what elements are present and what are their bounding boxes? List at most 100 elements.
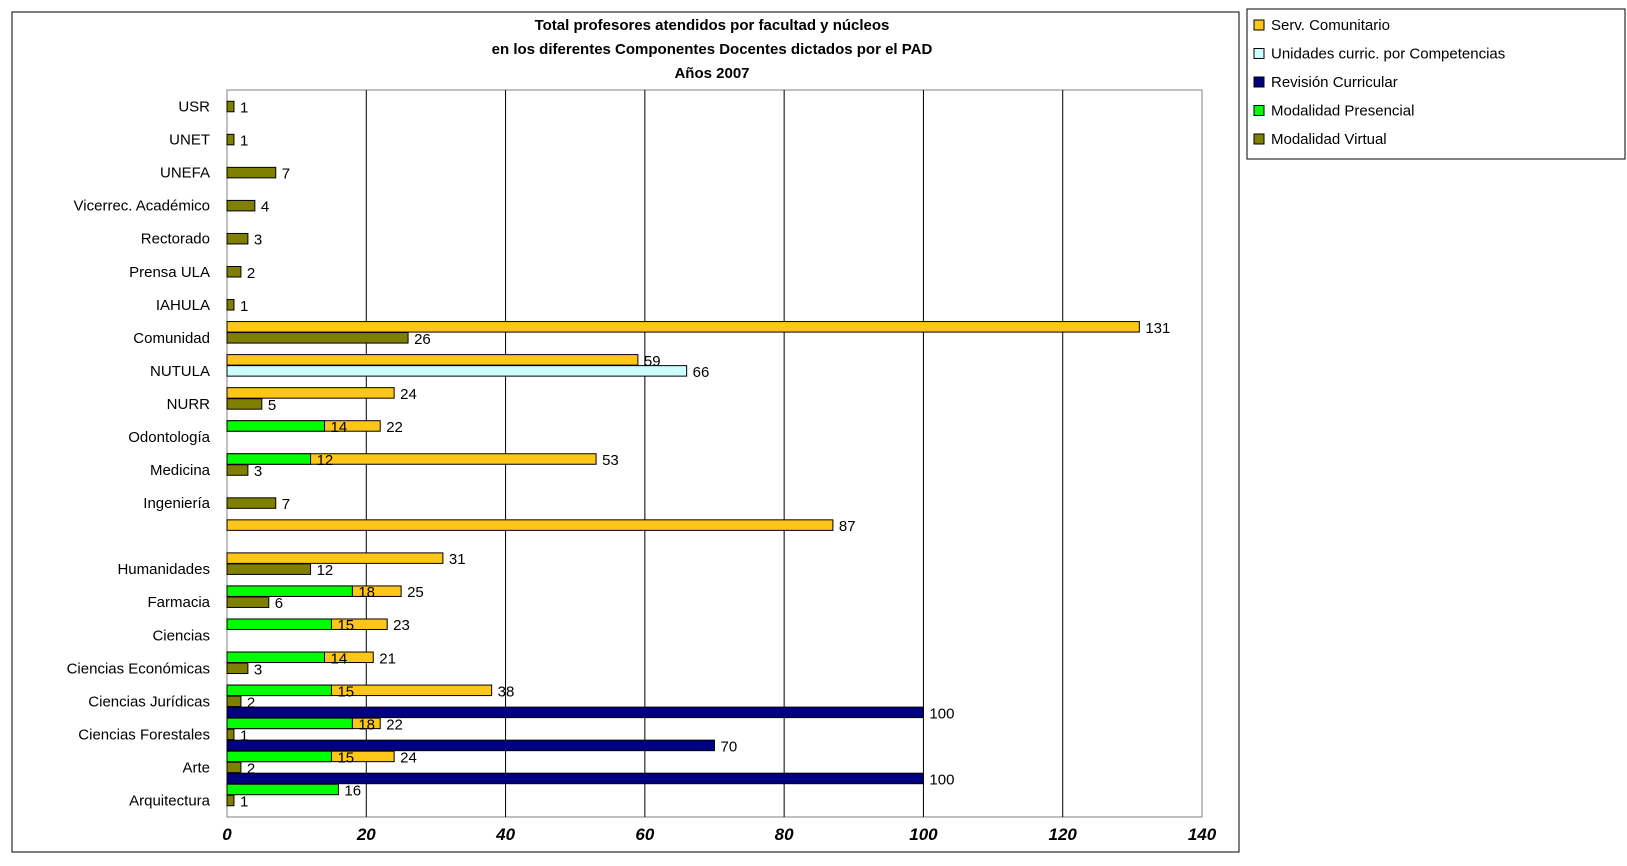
category-label: Farmacia <box>147 594 210 611</box>
bar <box>226 596 270 608</box>
chart-title-line-1: Total profesores atendidos por facultad … <box>535 17 890 34</box>
data-label: 15 <box>337 683 354 700</box>
x-tick-label-0: 0 <box>222 825 232 844</box>
x-tick-label-4: 80 <box>775 825 794 844</box>
bar <box>226 133 235 146</box>
category-label: IAHULA <box>156 297 210 314</box>
category-label: Prensa ULA <box>129 264 210 281</box>
bar <box>226 739 715 752</box>
x-tick-label-3: 60 <box>635 825 654 844</box>
category-label: USR <box>178 99 210 116</box>
data-label: 5 <box>268 397 276 414</box>
category-label: Odontología <box>128 429 210 446</box>
bar <box>226 266 242 278</box>
data-label: 1 <box>240 727 248 744</box>
data-label: 2 <box>247 694 255 711</box>
category-label: Ciencias Jurídicas <box>88 693 210 710</box>
x-tick-label-6: 120 <box>1049 825 1078 844</box>
legend-label: Modalidad Virtual <box>1271 131 1387 148</box>
legend-swatch <box>1253 48 1265 59</box>
category-label: UNET <box>169 132 210 149</box>
category-label: Vicerrec. Académico <box>74 198 210 215</box>
data-label: 15 <box>337 617 354 634</box>
chart-title-line-3: Años 2007 <box>674 65 749 82</box>
category-label: Comunidad <box>133 330 210 347</box>
category-label: Medicina <box>150 462 211 479</box>
bar <box>226 750 332 763</box>
data-label: 18 <box>358 716 375 733</box>
data-label: 23 <box>393 617 410 634</box>
category-label: Ingeniería <box>143 495 210 512</box>
bar <box>226 717 353 730</box>
bar <box>226 354 639 366</box>
bar <box>226 783 339 796</box>
data-label: 1 <box>240 100 248 117</box>
data-label: 66 <box>693 364 710 381</box>
data-label: 18 <box>358 584 375 601</box>
bar <box>226 519 834 531</box>
bar <box>226 772 924 785</box>
legend-swatch <box>1253 76 1265 88</box>
data-label: 21 <box>379 650 396 667</box>
legend-label: Modalidad Presencial <box>1271 103 1414 120</box>
bar <box>226 100 235 113</box>
bar <box>226 651 325 664</box>
legend-label: Serv. Comunitario <box>1271 17 1390 34</box>
x-tick-label-5: 100 <box>909 825 938 844</box>
data-label: 24 <box>400 386 417 403</box>
category-label: Ciencias Económicas <box>67 660 210 677</box>
category-label: UNEFA <box>160 165 210 182</box>
data-label: 53 <box>602 452 619 469</box>
data-label: 22 <box>386 419 403 436</box>
data-label: 3 <box>254 232 262 249</box>
category-label: Ciencias Forestales <box>78 726 210 743</box>
data-label: 4 <box>261 199 269 216</box>
legend-swatch <box>1253 19 1265 31</box>
bar <box>226 365 688 377</box>
data-label: 31 <box>449 551 466 568</box>
bar <box>226 728 235 741</box>
data-label: 12 <box>317 452 334 469</box>
data-label: 38 <box>498 683 515 700</box>
data-label: 1 <box>240 793 248 810</box>
category-label: NUTULA <box>150 363 210 380</box>
bar <box>226 453 312 465</box>
data-label: 22 <box>386 716 403 733</box>
data-label: 12 <box>317 562 334 579</box>
bar <box>226 618 332 630</box>
data-label: 1 <box>240 133 248 150</box>
data-label: 7 <box>282 166 290 183</box>
bar <box>226 497 277 509</box>
bar <box>226 794 235 807</box>
x-tick-label-2: 40 <box>495 825 515 844</box>
bar <box>226 585 353 597</box>
data-label: 24 <box>400 749 417 766</box>
data-label: 70 <box>721 738 738 755</box>
data-label: 87 <box>839 518 856 535</box>
bar <box>226 420 325 432</box>
chart-title-line-2: en los diferentes Componentes Docentes d… <box>492 41 933 58</box>
x-tick-label-7: 140 <box>1188 825 1217 844</box>
bar <box>226 552 444 564</box>
category-label: NURR <box>167 396 210 413</box>
data-label: 131 <box>1145 320 1170 337</box>
data-label: 1 <box>240 298 248 315</box>
data-label: 26 <box>414 331 431 348</box>
bar <box>226 706 924 719</box>
legend: Serv. Comunitario Unidades curric. por Co… <box>1246 8 1626 160</box>
category-label: Arquitectura <box>129 792 211 809</box>
bar <box>226 232 249 245</box>
bar <box>226 464 249 476</box>
bar <box>226 761 242 774</box>
bar <box>226 684 332 697</box>
x-tick-label-1: 20 <box>356 825 376 844</box>
data-label: 16 <box>344 782 361 799</box>
legend-label: Revisión Curricular <box>1271 74 1398 91</box>
data-label: 25 <box>407 584 424 601</box>
data-label: 14 <box>331 419 348 436</box>
data-label: 100 <box>929 705 954 722</box>
category-label: Arte <box>182 759 210 776</box>
data-label: 3 <box>254 463 262 480</box>
bar <box>226 387 395 399</box>
